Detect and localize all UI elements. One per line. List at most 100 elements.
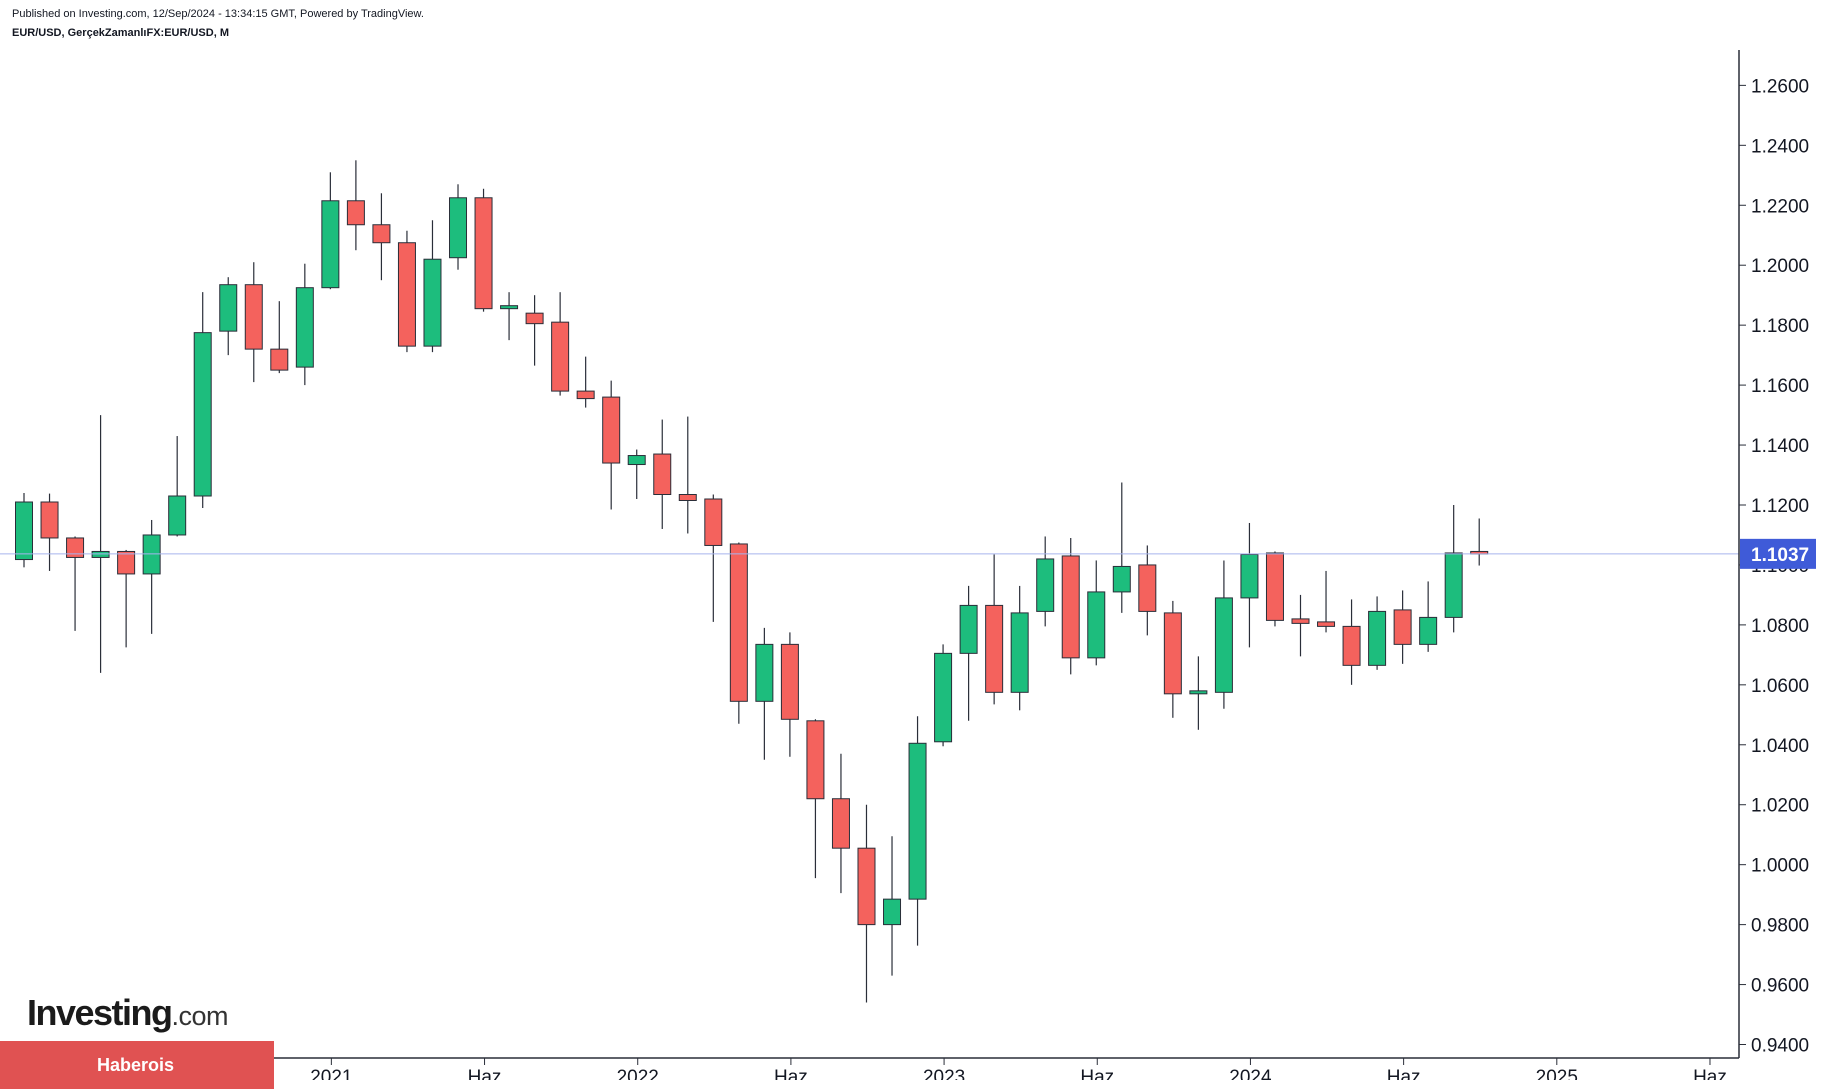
y-tick-label: 1.2000 bbox=[1751, 256, 1809, 277]
candle bbox=[500, 292, 519, 341]
candle-body-up bbox=[959, 604, 978, 654]
candle-body-up bbox=[500, 305, 519, 310]
candle bbox=[755, 627, 774, 760]
candle bbox=[372, 193, 391, 281]
x-tick-label: Haz bbox=[468, 1067, 502, 1080]
candle bbox=[1189, 656, 1208, 730]
candle bbox=[1214, 560, 1233, 709]
candle bbox=[729, 542, 748, 724]
candle bbox=[1010, 585, 1029, 711]
candle bbox=[91, 415, 110, 673]
candles-layer bbox=[15, 160, 1489, 1003]
y-tick-label: 1.0800 bbox=[1751, 616, 1809, 637]
candle bbox=[1036, 536, 1055, 627]
symbol-label: EUR/USD, GerçekZamanlıFX:EUR/USD, M bbox=[12, 27, 229, 39]
candle bbox=[423, 220, 442, 353]
candle bbox=[40, 493, 59, 571]
candle bbox=[883, 836, 902, 976]
candle-body-up bbox=[908, 742, 927, 900]
candle bbox=[627, 449, 646, 499]
candle-body-down bbox=[66, 537, 85, 558]
candle bbox=[1163, 600, 1182, 718]
candle-body-up bbox=[142, 534, 161, 575]
candle bbox=[193, 292, 212, 508]
candle bbox=[1061, 537, 1080, 675]
logo-main: Investing bbox=[27, 992, 173, 1033]
candle bbox=[959, 585, 978, 721]
candle-body-down bbox=[831, 798, 850, 849]
y-tick-label: 1.0000 bbox=[1751, 856, 1809, 877]
candle bbox=[525, 295, 544, 366]
candle-body-up bbox=[295, 287, 314, 368]
candle bbox=[346, 160, 365, 251]
x-tick-label: 2021 bbox=[310, 1067, 352, 1080]
candle-body-up bbox=[321, 200, 340, 289]
candle-body-down bbox=[525, 312, 544, 325]
candle bbox=[934, 644, 953, 747]
candle-body-up bbox=[1444, 552, 1463, 618]
y-tick-label: 1.2200 bbox=[1751, 196, 1809, 217]
candle-body-up bbox=[1189, 690, 1208, 695]
current-price-label-bg bbox=[1740, 538, 1816, 569]
candle bbox=[678, 416, 697, 534]
candle bbox=[1419, 581, 1438, 652]
candle-body-down bbox=[602, 396, 621, 464]
candle-body-up bbox=[627, 455, 646, 466]
candle-body-up bbox=[1036, 558, 1055, 612]
candle-body-down bbox=[1061, 555, 1080, 659]
candle-body-down bbox=[372, 224, 391, 244]
candle bbox=[397, 230, 416, 353]
candle bbox=[1444, 504, 1463, 633]
candle-body-up bbox=[219, 284, 238, 332]
candle-body-down bbox=[1342, 625, 1361, 666]
current-price-value: 1.1037 bbox=[1751, 545, 1809, 566]
watermark-banner: Haberois bbox=[0, 1041, 274, 1089]
current-price-label: 1.1037 bbox=[1740, 538, 1816, 569]
candle bbox=[806, 719, 825, 879]
candle-body-down bbox=[1265, 552, 1284, 621]
candle bbox=[117, 549, 136, 648]
candle bbox=[704, 494, 723, 622]
candle-body-up bbox=[1087, 591, 1106, 659]
candle-body-up bbox=[1240, 553, 1259, 599]
x-tick-label: 2022 bbox=[617, 1067, 659, 1080]
published-note: Published on Investing.com, 12/Sep/2024 … bbox=[12, 8, 424, 20]
candle-body-down bbox=[857, 847, 876, 926]
y-tick-label: 1.0600 bbox=[1751, 676, 1809, 697]
y-tick-label: 0.9400 bbox=[1751, 1036, 1809, 1057]
candle bbox=[857, 804, 876, 1003]
candle-body-up bbox=[934, 652, 953, 743]
candle-body-down bbox=[780, 643, 799, 720]
candle-body-down bbox=[985, 604, 1004, 693]
candle-body-down bbox=[1317, 621, 1336, 627]
candle-body-down bbox=[1138, 564, 1157, 612]
y-tick-label: 1.1200 bbox=[1751, 496, 1809, 517]
x-tick-label: 2023 bbox=[923, 1067, 965, 1080]
y-tick-label: 1.2600 bbox=[1751, 76, 1809, 97]
candle bbox=[1087, 560, 1106, 666]
candle bbox=[985, 554, 1004, 705]
candle-body-down bbox=[806, 720, 825, 800]
candle bbox=[1317, 570, 1336, 633]
y-tick-label: 0.9800 bbox=[1751, 916, 1809, 937]
candle bbox=[168, 436, 187, 537]
investing-logo: Investing.com bbox=[27, 992, 229, 1034]
candle-body-up bbox=[193, 332, 212, 497]
candle-body-up bbox=[755, 643, 774, 702]
candle bbox=[576, 356, 595, 408]
candle-body-down bbox=[729, 543, 748, 702]
candle-body-down bbox=[653, 453, 672, 496]
y-tick-label: 1.1600 bbox=[1751, 376, 1809, 397]
candle bbox=[908, 716, 927, 946]
candle bbox=[321, 172, 340, 290]
candle bbox=[1368, 596, 1387, 670]
x-tick-label: Haz bbox=[1080, 1067, 1114, 1080]
x-tick-label: 2025 bbox=[1536, 1067, 1578, 1080]
candle bbox=[653, 419, 672, 529]
candle bbox=[142, 519, 161, 634]
candle-body-down bbox=[397, 242, 416, 347]
candle bbox=[780, 632, 799, 757]
candle bbox=[244, 262, 263, 383]
y-tick-label: 0.9600 bbox=[1751, 976, 1809, 997]
